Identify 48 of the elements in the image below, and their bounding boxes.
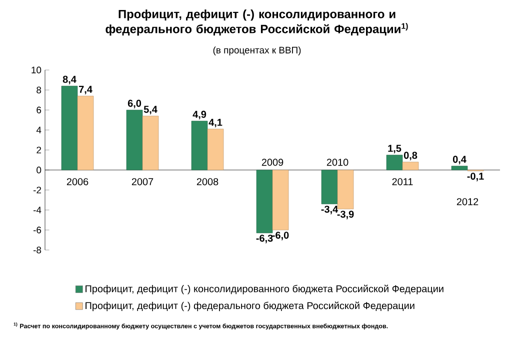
data-label: -3,4 bbox=[321, 206, 338, 214]
data-label: -0,1 bbox=[467, 172, 484, 182]
bar bbox=[321, 170, 338, 204]
bar bbox=[61, 86, 78, 170]
legend-label: Профицит, дефицит (-) федерального бюджета Российской Федерации bbox=[86, 302, 414, 312]
bar bbox=[142, 116, 159, 170]
bar bbox=[272, 170, 289, 230]
y-tick-label: 6 bbox=[36, 106, 42, 114]
data-label: 6,0 bbox=[128, 100, 142, 108]
y-tick-label: -2 bbox=[33, 186, 42, 194]
x-tick-label: 2010 bbox=[326, 158, 348, 166]
data-label: 7,4 bbox=[79, 86, 92, 94]
x-tick-label: 2009 bbox=[262, 158, 284, 166]
legend-label: Профицит, дефицит (-) консолидированного бюджета Российской Федерации bbox=[86, 284, 444, 294]
bar bbox=[451, 166, 468, 170]
chart-title: Профицит, дефицит (-) консолидированного и федерального бюджетов Российской Федерации$^{1)}$ bbox=[106, 10, 408, 36]
data-label: 5,4 bbox=[144, 106, 158, 114]
y-tick-label: 0 bbox=[36, 166, 42, 174]
bar bbox=[402, 162, 419, 170]
bar bbox=[256, 170, 273, 234]
bar bbox=[191, 120, 208, 170]
chart-subtitle: (в процентах к ВВП) bbox=[213, 46, 301, 56]
bar bbox=[337, 170, 354, 210]
data-label: 8,4 bbox=[62, 76, 76, 84]
y-tick-label: -4 bbox=[33, 206, 42, 214]
x-tick-label: 2008 bbox=[196, 178, 218, 186]
bar bbox=[207, 128, 224, 170]
bar bbox=[126, 110, 143, 170]
data-label: -6,3 bbox=[256, 234, 273, 244]
x-tick-label: 2012 bbox=[456, 198, 478, 206]
bar bbox=[386, 154, 403, 170]
y-tick-label: 4 bbox=[36, 126, 42, 134]
data-label: -3,9 bbox=[337, 210, 354, 220]
y-tick-label: 8 bbox=[36, 86, 42, 94]
y-tick-label: 2 bbox=[36, 146, 42, 154]
x-tick-label: 2007 bbox=[132, 178, 154, 186]
data-label: 4,9 bbox=[192, 110, 206, 120]
bar bbox=[77, 96, 94, 170]
data-label: -6,0 bbox=[272, 232, 289, 240]
y-tick-label: 10 bbox=[32, 66, 42, 74]
y-tick-label: -8 bbox=[33, 246, 42, 254]
x-tick-label: 2006 bbox=[66, 178, 88, 186]
data-label: 1,5 bbox=[388, 144, 402, 154]
data-label: 0,8 bbox=[404, 152, 418, 160]
data-label: 4,1 bbox=[208, 118, 222, 128]
y-tick-label: -6 bbox=[33, 226, 42, 234]
x-tick-label: 2011 bbox=[392, 178, 413, 186]
data-label: 0,4 bbox=[452, 156, 466, 164]
